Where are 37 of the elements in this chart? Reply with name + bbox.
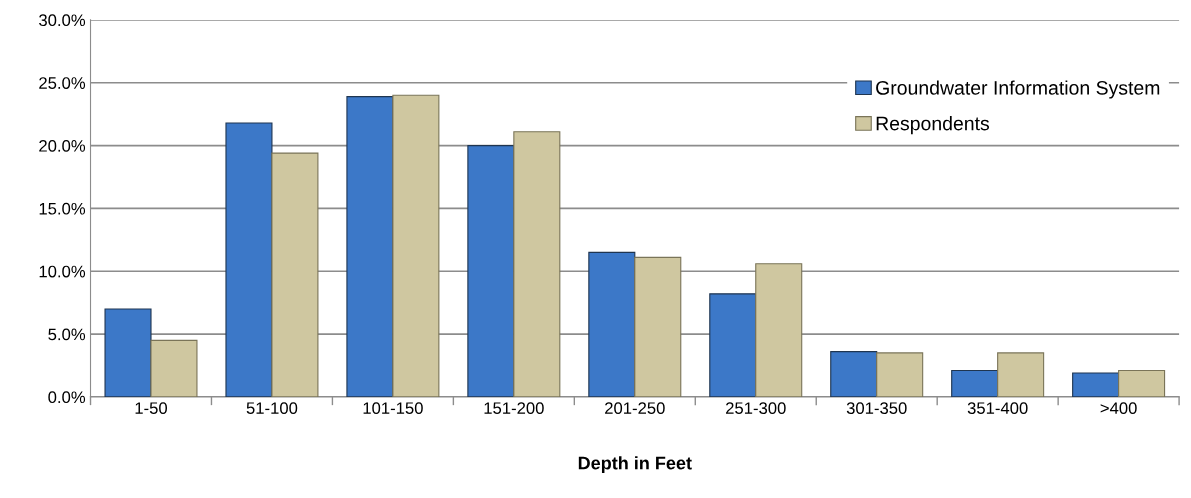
bar: [876, 352, 924, 397]
y-tick-label: 20.0%: [39, 139, 86, 152]
x-tick-label: 51-100: [246, 402, 298, 415]
bar: [225, 122, 273, 397]
bar: [1118, 369, 1166, 397]
bar: [104, 308, 152, 397]
bar: [830, 351, 878, 397]
bar: [709, 293, 757, 397]
bar: [271, 152, 319, 397]
x-tick-label: 101-150: [363, 402, 423, 415]
bar: [634, 256, 682, 397]
y-tick-label: 25.0%: [39, 77, 86, 89]
bar: [513, 131, 561, 397]
bar: [392, 94, 440, 397]
legend-label: Groundwater Information System: [876, 80, 1160, 99]
bar: [346, 96, 394, 397]
bar: [588, 251, 636, 397]
x-tick-label: >400: [1100, 402, 1137, 415]
x-tick-label: 151-200: [484, 402, 544, 415]
y-tick-label: 0.0%: [48, 391, 86, 404]
legend-label: Respondents: [876, 116, 990, 135]
bar: [755, 263, 803, 397]
x-tick-label: 201-250: [605, 402, 665, 415]
bar: [997, 352, 1045, 397]
y-tick-label: 5.0%: [48, 328, 86, 341]
y-tick-label: 10.0%: [39, 265, 86, 278]
y-tick-label: 15.0%: [39, 202, 86, 215]
y-tick-label: 30.0%: [39, 14, 86, 27]
x-tick-label: 301-350: [846, 402, 907, 415]
x-tick-label: 1-50: [135, 402, 168, 415]
bar: [951, 369, 999, 397]
bar: [1072, 372, 1120, 397]
bar: [150, 339, 198, 397]
x-tick-label: 351-400: [967, 402, 1028, 415]
x-axis-title: Depth in Feet: [578, 456, 692, 474]
x-tick-label: 251-300: [726, 402, 786, 415]
bar: [467, 145, 515, 397]
